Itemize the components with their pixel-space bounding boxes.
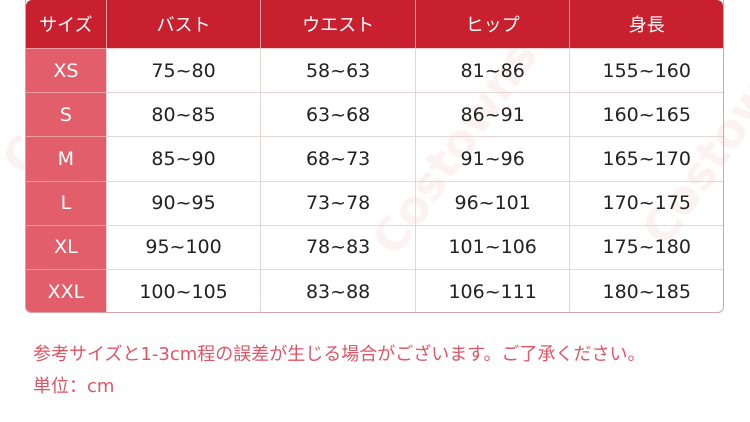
cell-height: 155~160 <box>569 49 723 93</box>
cell-hip: 91~96 <box>414 137 570 181</box>
cell-size: M <box>26 136 106 181</box>
cell-height: 180~185 <box>569 269 723 312</box>
cell-bust: 85~90 <box>105 137 261 181</box>
cell-bust: 80~85 <box>105 93 261 137</box>
cell-height: 165~170 <box>569 137 723 181</box>
cell-waist: 68~73 <box>260 137 415 181</box>
cell-waist: 58~63 <box>260 49 415 93</box>
cell-height: 170~175 <box>569 181 723 225</box>
header-height: 身長 <box>569 0 723 48</box>
cell-bust: 90~95 <box>105 181 261 225</box>
table-header-row: サイズ バスト ウエスト ヒップ 身長 <box>26 0 723 48</box>
cell-hip: 86~91 <box>414 93 570 137</box>
unit-note: 単位：cm <box>33 376 115 397</box>
table-row: XL 95~100 78~83 101~106 175~180 <box>26 224 723 269</box>
cell-size: XS <box>26 48 106 93</box>
cell-bust: 95~100 <box>105 225 261 269</box>
size-chart-table: サイズ バスト ウエスト ヒップ 身長 XS 75~80 58~63 81~86 155… <box>25 0 724 313</box>
cell-hip: 106~111 <box>414 269 570 312</box>
cell-waist: 78~83 <box>260 225 415 269</box>
cell-size: XL <box>26 224 106 269</box>
table-row: M 85~90 68~73 91~96 165~170 <box>26 136 723 181</box>
cell-waist: 63~68 <box>260 93 415 137</box>
cell-hip: 101~106 <box>414 225 570 269</box>
cell-bust: 100~105 <box>105 269 261 312</box>
cell-hip: 81~86 <box>414 49 570 93</box>
header-size: サイズ <box>39 15 93 36</box>
cell-waist: 83~88 <box>260 269 415 312</box>
header-bust: バスト <box>105 0 261 48</box>
cell-size: S <box>26 92 106 137</box>
disclaimer-note: 参考サイズと1-3cm程の誤差が生じる場合がございます。ご了承ください。 <box>33 344 646 365</box>
table-row: XS 75~80 58~63 81~86 155~160 <box>26 48 723 93</box>
cell-hip: 96~101 <box>414 181 570 225</box>
table-row: XXL 100~105 83~88 106~111 180~185 <box>26 268 723 312</box>
header-hip: ヒップ <box>414 0 570 48</box>
cell-size: L <box>26 180 106 225</box>
table-row: S 80~85 63~68 86~91 160~165 <box>26 92 723 137</box>
cell-waist: 73~78 <box>260 181 415 225</box>
cell-size: XXL <box>26 268 106 312</box>
cell-height: 160~165 <box>569 93 723 137</box>
table-row: L 90~95 73~78 96~101 170~175 <box>26 180 723 225</box>
header-waist: ウエスト <box>260 0 415 48</box>
cell-bust: 75~80 <box>105 49 261 93</box>
cell-height: 175~180 <box>569 225 723 269</box>
